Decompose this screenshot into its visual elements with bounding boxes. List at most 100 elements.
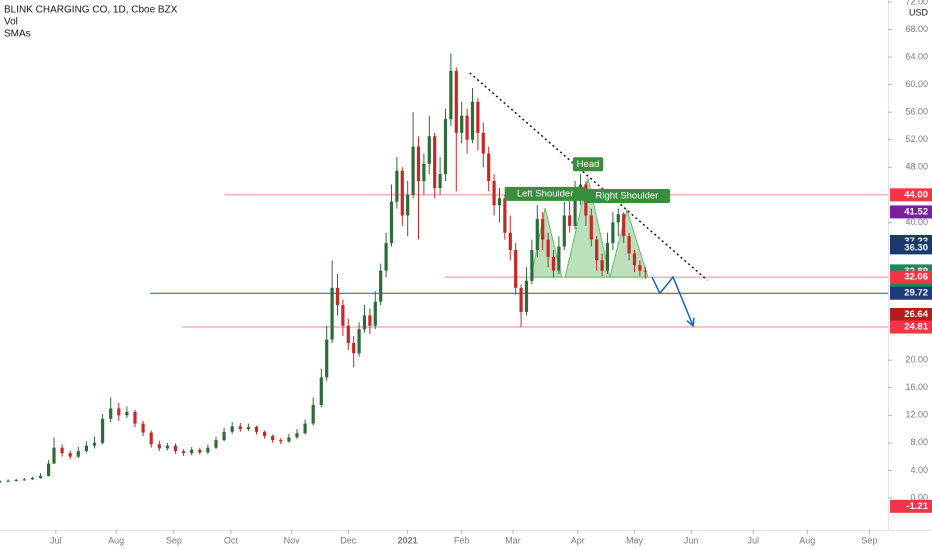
- y-tick-label: 68.00: [905, 24, 928, 34]
- candle-body: [422, 163, 426, 182]
- candle-body: [22, 479, 26, 481]
- pattern-label-box: [572, 157, 604, 172]
- candle-body: [190, 449, 194, 454]
- x-tick-label: Apr: [571, 535, 585, 545]
- pattern-label: Right Shoulder: [595, 191, 658, 202]
- price-marker-label: 26.64: [904, 309, 928, 320]
- price-marker: [890, 499, 932, 513]
- candle-body: [476, 101, 480, 133]
- candle-body: [76, 451, 80, 457]
- y-tick-label: 12.00: [905, 410, 928, 420]
- y-tick-label: 48.00: [905, 162, 928, 172]
- x-tick-label: Mar: [505, 535, 521, 545]
- candle-body: [46, 463, 51, 476]
- price-marker: [890, 307, 932, 321]
- candle-body: [416, 146, 421, 182]
- x-tick-label: Dec: [340, 535, 357, 545]
- candle-body: [600, 260, 604, 271]
- candle-body: [335, 287, 340, 306]
- candle-body: [352, 342, 356, 354]
- candle-body: [262, 431, 267, 436]
- candle-body: [14, 480, 18, 482]
- price-marker: [890, 188, 932, 202]
- candle-body: [303, 423, 307, 434]
- candle-body: [165, 445, 169, 449]
- candle-body: [573, 191, 577, 226]
- pattern-label-box: [583, 188, 671, 203]
- x-tick-label: Jul: [748, 535, 760, 545]
- candle-body: [254, 427, 259, 432]
- pattern-label: Head: [577, 159, 600, 170]
- y-tick-label: 20.00: [905, 355, 928, 365]
- y-tick-label: 0.00: [910, 492, 928, 502]
- indicator-label: Vol: [4, 17, 18, 28]
- candle-body: [465, 115, 469, 140]
- candle-body: [589, 215, 593, 240]
- candle-body: [198, 449, 202, 453]
- x-tick-label: Aug: [108, 535, 124, 545]
- candle-body: [454, 70, 458, 133]
- candle-body: [60, 447, 64, 454]
- candle-body: [638, 265, 642, 271]
- candle-body: [632, 253, 637, 266]
- candle-body: [84, 445, 88, 452]
- candle-body: [508, 232, 512, 250]
- candle-body: [173, 445, 178, 452]
- candle-body: [362, 315, 367, 330]
- price-marker: [890, 205, 932, 219]
- candle-body: [389, 201, 394, 244]
- price-marker: [890, 241, 932, 255]
- candle-body: [117, 408, 121, 416]
- pattern-label: Left Shoulder: [517, 188, 574, 199]
- candle-body: [357, 329, 361, 354]
- x-tick-label: Jun: [684, 535, 699, 545]
- candle-body: [379, 270, 383, 302]
- y-tick-label: 52.00: [905, 134, 928, 144]
- candle-body: [181, 451, 186, 454]
- currency-label: USD: [909, 7, 929, 17]
- candle-body: [470, 101, 475, 140]
- x-tick-label: Aug: [799, 535, 815, 545]
- candle-body: [497, 198, 502, 206]
- candle-body: [551, 256, 556, 271]
- x-tick-label: Sep: [861, 535, 877, 545]
- price-marker-label: 36.30: [904, 242, 928, 253]
- candle-body: [411, 146, 415, 195]
- price-marker: [890, 270, 932, 284]
- candle-body: [238, 426, 242, 430]
- projection-arrow: [651, 275, 694, 327]
- candle-body: [627, 236, 631, 254]
- chart-title: BLINK CHARGING CO, 1D, Cboe BZX: [4, 5, 178, 16]
- candle-body: [214, 440, 218, 448]
- candle-body: [68, 453, 72, 457]
- candle-body: [562, 215, 566, 247]
- candle-body: [368, 315, 372, 326]
- y-tick-label: 4.00: [910, 465, 928, 475]
- candle-body: [6, 480, 10, 482]
- candle-body: [92, 442, 97, 446]
- candle-body: [384, 243, 388, 271]
- candle-body: [611, 222, 615, 244]
- candle-body: [449, 70, 453, 120]
- candle-body: [295, 433, 299, 438]
- candle-body: [346, 325, 350, 343]
- price-marker-label: 44.00: [904, 189, 928, 200]
- candle-body: [149, 432, 153, 445]
- x-tick-label: May: [626, 535, 644, 545]
- candle-body: [133, 411, 137, 424]
- candle-body: [595, 239, 599, 261]
- y-tick-label: 16.00: [905, 382, 928, 392]
- x-tick-label: Nov: [284, 535, 301, 545]
- x-tick-label: 2021: [398, 535, 418, 545]
- price-marker-label: 29.72: [904, 288, 928, 299]
- candle-body: [373, 301, 377, 326]
- candle-body: [287, 437, 291, 442]
- candle-body: [230, 426, 234, 432]
- candle-body: [535, 218, 539, 250]
- y-tick-label: 60.00: [905, 79, 928, 89]
- arrow-head: [686, 317, 695, 328]
- candle-body: [519, 287, 523, 312]
- price-marker: [890, 286, 932, 300]
